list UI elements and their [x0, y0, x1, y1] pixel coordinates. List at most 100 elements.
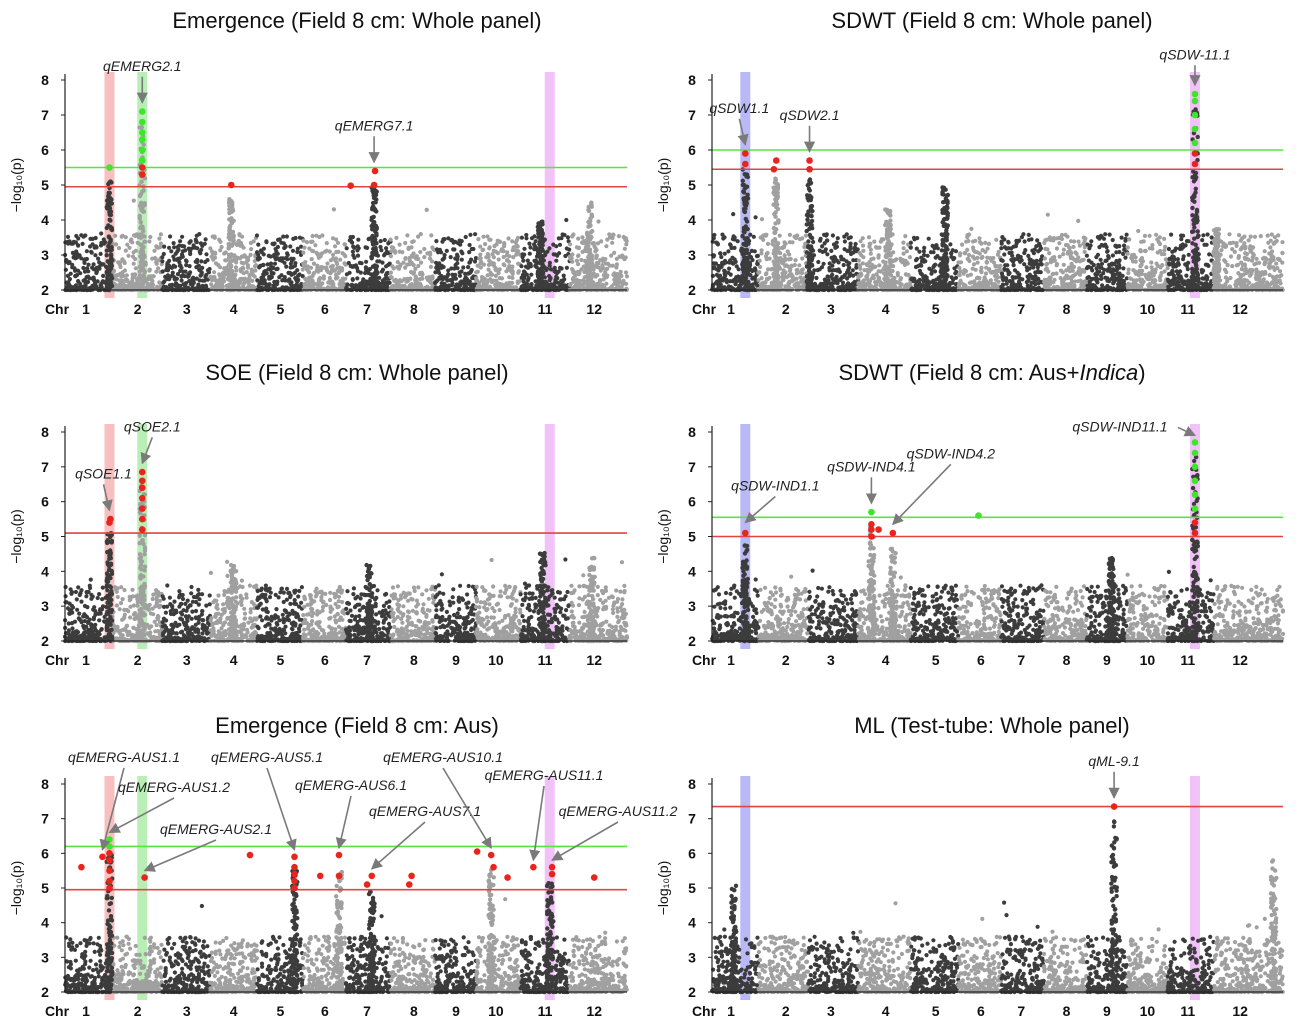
- snp-point: [471, 246, 476, 252]
- peak-point: [139, 243, 144, 248]
- peak-point: [227, 270, 232, 276]
- snp-point: [480, 248, 485, 253]
- snp-point: [488, 237, 493, 242]
- snp-point: [378, 244, 383, 250]
- snp-point: [377, 275, 382, 280]
- chr-tick-label: 4: [230, 301, 238, 317]
- snp-point: [504, 269, 509, 274]
- snp-point: [748, 232, 753, 237]
- significant-point: [106, 164, 113, 171]
- snp-point: [731, 212, 736, 217]
- snp-point: [1002, 245, 1008, 250]
- snp-point: [614, 262, 620, 267]
- peak-point: [588, 223, 593, 228]
- snp-point: [917, 277, 923, 282]
- snp-point: [441, 257, 446, 262]
- snp-point: [722, 269, 728, 274]
- snp-point: [1006, 240, 1011, 245]
- peak-point: [109, 226, 115, 231]
- snp-point: [996, 279, 1001, 284]
- snp-point: [170, 282, 175, 287]
- peak-point: [537, 222, 542, 227]
- snp-point: [285, 251, 290, 256]
- snp-point: [822, 232, 827, 237]
- snp-point: [160, 259, 165, 264]
- snp-point: [846, 281, 851, 286]
- snp-point: [457, 283, 463, 288]
- snp-point: [241, 271, 246, 276]
- snp-point: [382, 253, 387, 258]
- snp-point: [1017, 276, 1023, 281]
- y-tick-label: 4: [41, 212, 49, 228]
- snp-point: [179, 274, 184, 279]
- snp-point: [595, 241, 601, 246]
- snp-point: [492, 263, 497, 268]
- y-axis-label: −log₁₀(p): [8, 158, 24, 213]
- peak-point: [109, 246, 114, 252]
- peak-point: [142, 239, 148, 244]
- snp-point: [971, 239, 976, 244]
- snp-point: [1000, 275, 1005, 280]
- snp-point: [182, 274, 187, 279]
- snp-point: [133, 266, 138, 271]
- snp-point: [860, 236, 865, 241]
- snp-point: [576, 236, 581, 241]
- snp-point: [248, 252, 253, 257]
- snp-point: [424, 207, 429, 212]
- snp-point: [1004, 281, 1009, 286]
- snp-point: [1035, 265, 1040, 270]
- snp-point: [157, 258, 162, 263]
- snp-point: [576, 246, 582, 251]
- snp-point: [844, 270, 850, 275]
- snp-point: [187, 264, 192, 269]
- snp-point: [529, 236, 535, 241]
- snp-point: [75, 243, 81, 248]
- snp-point: [120, 285, 125, 290]
- chr-tick-label: 8: [410, 301, 418, 317]
- snp-point: [418, 249, 423, 255]
- snp-point: [576, 253, 581, 259]
- snp-point: [235, 282, 240, 287]
- snp-point: [505, 250, 510, 255]
- peak-point: [536, 235, 541, 240]
- snp-point: [188, 239, 193, 244]
- snp-point: [876, 275, 881, 280]
- snp-point: [1011, 263, 1016, 268]
- snp-point: [735, 239, 740, 244]
- snp-point: [894, 257, 899, 262]
- snp-point: [130, 240, 135, 245]
- snp-point: [533, 239, 538, 244]
- snp-point: [384, 246, 389, 251]
- significant-point: [138, 171, 146, 178]
- snp-point: [264, 239, 269, 244]
- snp-point: [497, 276, 502, 281]
- snp-point: [217, 287, 222, 292]
- snp-point: [525, 265, 530, 270]
- snp-point: [390, 284, 395, 289]
- snp-point: [86, 269, 91, 274]
- peak-point: [585, 269, 591, 274]
- peak-point: [107, 217, 112, 222]
- snp-point: [157, 236, 162, 241]
- snp-point: [522, 246, 527, 251]
- snp-point: [467, 242, 472, 248]
- snp-point: [970, 254, 976, 259]
- snp-point: [306, 275, 311, 280]
- snp-point: [728, 285, 734, 290]
- snp-point: [188, 279, 193, 284]
- snp-point: [275, 266, 280, 271]
- snp-point: [496, 271, 501, 276]
- snp-point: [765, 250, 770, 256]
- snp-point: [84, 249, 89, 254]
- snp-point: [475, 283, 481, 289]
- snp-point: [459, 239, 464, 244]
- snp-point: [722, 235, 727, 240]
- snp-point: [570, 252, 575, 257]
- snp-point: [869, 264, 874, 269]
- snp-point: [279, 240, 284, 245]
- peak-point: [104, 285, 110, 290]
- snp-point: [405, 233, 410, 238]
- snp-point: [521, 279, 526, 284]
- snp-point: [187, 271, 192, 277]
- snp-point: [571, 277, 576, 282]
